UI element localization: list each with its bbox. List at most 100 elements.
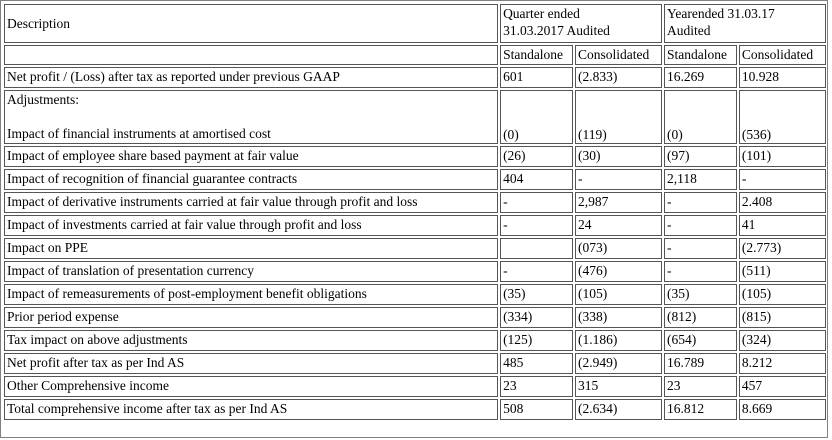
cell-value: - [574,169,663,190]
cell-value: - [738,169,826,190]
cell-value: (97) [664,146,737,167]
table-row: Net profit after tax as per Ind AS 485 (… [4,353,826,374]
cell-value: (125) [500,330,573,351]
cell-value: 16.269 [664,67,737,88]
cell-value: - [664,215,737,236]
row-label: Total comprehensive income after tax as … [4,399,499,420]
cell-value: (812) [664,307,737,328]
cell-value: 457 [738,376,826,397]
cell-value: 10.928 [738,67,826,88]
cell-value: (2.634) [574,399,663,420]
row-label-text: Impact of financial instruments at amort… [7,126,271,141]
cell-value: (105) [738,284,826,305]
table-row: Tax impact on above adjustments (125) (1… [4,330,826,351]
table-row: Prior period expense (334) (338) (812) (… [4,307,826,328]
cell-value: (2.773) [738,238,826,259]
header-row: Description Quarter ended 31.03.2017 Aud… [4,4,826,43]
cell-value: (35) [664,284,737,305]
cell-value: 404 [500,169,573,190]
table-row: Impact of translation of presentation cu… [4,261,826,282]
year-header: Yearended 31.03.17 Audited [664,4,826,43]
table-row: Adjustments: Impact of financial instrum… [4,90,826,144]
row-label: Adjustments: Impact of financial instrum… [4,90,499,144]
row-label: Other Comprehensive income [4,376,499,397]
cell-value: (338) [574,307,663,328]
table-row: Other Comprehensive income 23 315 23 457 [4,376,826,397]
cell-value: (073) [574,238,663,259]
row-label: Prior period expense [4,307,499,328]
cell-value: 315 [574,376,663,397]
row-label: Impact on PPE [4,238,499,259]
cell-value: 8.212 [738,353,826,374]
description-header: Description [4,4,499,43]
row-label: Impact of recognition of financial guara… [4,169,499,190]
gaap-reconciliation-table: Description Quarter ended 31.03.2017 Aud… [2,2,828,422]
cell-value: (35) [500,284,573,305]
cell-value: (334) [500,307,573,328]
cell-value: (2.949) [574,353,663,374]
cell-value: - [664,238,737,259]
cell-value: (815) [738,307,826,328]
cell-value: (30) [574,146,663,167]
cell-value: 2.408 [738,192,826,213]
cell-value: 23 [500,376,573,397]
cell-value: 16.789 [664,353,737,374]
cell-value: (0) [500,90,573,144]
cell-value: (324) [738,330,826,351]
cell-value: (511) [738,261,826,282]
adjustments-label: Adjustments: [7,92,80,107]
cell-value: (0) [664,90,737,144]
cell-value: (119) [574,90,663,144]
cell-value: 8.669 [738,399,826,420]
cell-value: (476) [574,261,663,282]
subheader-standalone-y: Standalone [664,45,737,65]
subheader-standalone-q: Standalone [500,45,573,65]
cell-value: - [500,215,573,236]
cell-value: (105) [574,284,663,305]
cell-value [500,238,573,259]
row-label: Net profit after tax as per Ind AS [4,353,499,374]
subheader-blank [4,45,499,65]
cell-value: - [664,261,737,282]
cell-value: 2,987 [574,192,663,213]
cell-value: (654) [664,330,737,351]
row-label: Tax impact on above adjustments [4,330,499,351]
year-header-line1: Yearended 31.03.17 [667,6,775,21]
row-label: Impact of translation of presentation cu… [4,261,499,282]
table-row: Impact of employee share based payment a… [4,146,826,167]
cell-value: (26) [500,146,573,167]
cell-value: 16.812 [664,399,737,420]
table-row: Total comprehensive income after tax as … [4,399,826,420]
table-row: Net profit / (Loss) after tax as reporte… [4,67,826,88]
cell-value: (536) [738,90,826,144]
cell-value: - [500,261,573,282]
row-label: Impact of investments carried at fair va… [4,215,499,236]
cell-value: (2.833) [574,67,663,88]
cell-value: (1.186) [574,330,663,351]
quarter-header: Quarter ended 31.03.2017 Audited [500,4,663,43]
subheader-consolidated-q: Consolidated [574,45,663,65]
table-row: Impact of derivative instruments carried… [4,192,826,213]
subheader-consolidated-y: Consolidated [738,45,826,65]
cell-value: - [500,192,573,213]
row-label: Impact of remeasurements of post-employm… [4,284,499,305]
table-row: Impact of investments carried at fair va… [4,215,826,236]
cell-value: 2,118 [664,169,737,190]
row-label: Net profit / (Loss) after tax as reporte… [4,67,499,88]
table-row: Impact of remeasurements of post-employm… [4,284,826,305]
cell-value: 601 [500,67,573,88]
cell-value: 23 [664,376,737,397]
cell-value: - [664,192,737,213]
table-row: Impact on PPE (073) - (2.773) [4,238,826,259]
row-label: Impact of derivative instruments carried… [4,192,499,213]
cell-value: (101) [738,146,826,167]
table-row: Impact of recognition of financial guara… [4,169,826,190]
cell-value: 24 [574,215,663,236]
quarter-header-line2: 31.03.2017 Audited [503,23,610,38]
row-label: Impact of employee share based payment a… [4,146,499,167]
quarter-header-line1: Quarter ended [503,6,580,21]
cell-value: 41 [738,215,826,236]
cell-value: 508 [500,399,573,420]
year-header-line2: Audited [667,23,711,38]
